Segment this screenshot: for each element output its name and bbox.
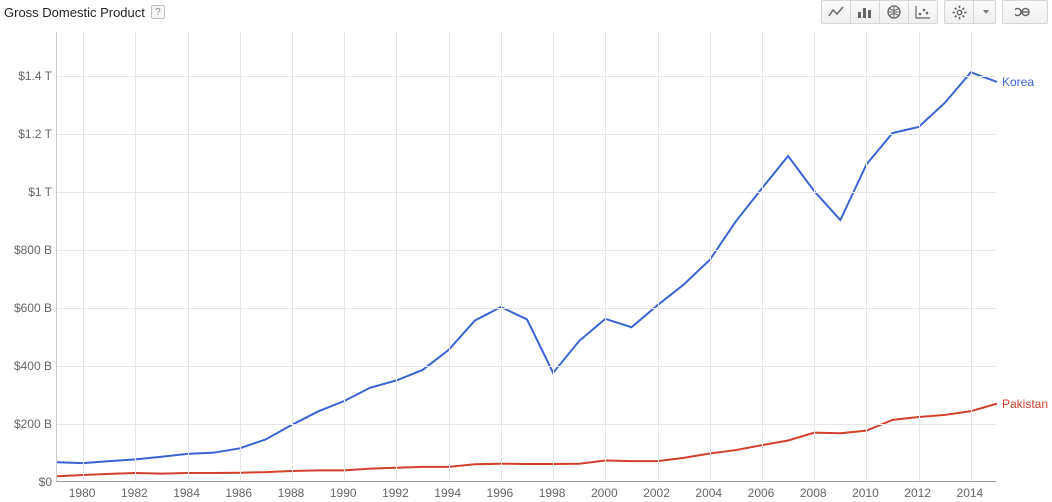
x-axis-label: 2010 [852,486,879,500]
line-chart-button[interactable] [821,0,851,24]
gridline-h [57,308,996,309]
scatter-icon [915,5,931,19]
x-axis-label: 2004 [695,486,722,500]
series-label-pakistan: Pakistan [1002,397,1048,411]
gridline-v [449,32,450,481]
gridline-v [396,32,397,481]
gridline-v [553,32,554,481]
gridline-v [83,32,84,481]
chevron-down-icon [983,10,989,14]
y-axis-label: $0 [2,475,52,489]
link-icon [1015,7,1035,17]
x-axis-label: 1996 [487,486,514,500]
y-axis-label: $200 B [2,417,52,431]
gridline-v [188,32,189,481]
globe-icon [886,4,902,20]
x-axis-label: 1980 [69,486,96,500]
settings-dropdown-button[interactable] [973,0,996,24]
gridline-v [135,32,136,481]
link-button[interactable] [1002,0,1048,24]
x-axis-label: 1986 [225,486,252,500]
gridline-v [762,32,763,481]
header: Gross Domestic Product ? [0,0,1052,24]
y-axis-label: $1.2 T [2,127,52,141]
series-lines [57,32,997,482]
page-title: Gross Domestic Product [4,5,145,20]
x-axis-label: 2008 [800,486,827,500]
x-axis-label: 2000 [591,486,618,500]
gridline-h [57,192,996,193]
gridline-v [866,32,867,481]
x-axis-label: 1992 [382,486,409,500]
series-korea [57,72,997,463]
y-axis-label: $1.4 T [2,69,52,83]
bar-chart-button[interactable] [850,0,880,24]
gridline-v [344,32,345,481]
x-axis-label: 1982 [121,486,148,500]
toolbar [821,0,1048,24]
y-axis-label: $600 B [2,301,52,315]
settings-group [944,0,996,24]
x-axis-label: 1994 [434,486,461,500]
gridline-h [57,424,996,425]
series-label-korea: Korea [1002,75,1034,89]
gridline-v [658,32,659,481]
help-icon[interactable]: ? [151,5,165,19]
bar-chart-icon [857,6,873,18]
gridline-v [292,32,293,481]
x-axis-label: 2006 [748,486,775,500]
x-axis-label: 1984 [173,486,200,500]
app-root: Gross Domestic Product ? [0,0,1052,502]
gridline-v [605,32,606,481]
gridline-v [814,32,815,481]
gridline-h [57,76,996,77]
map-button[interactable] [879,0,909,24]
x-axis-label: 1988 [278,486,305,500]
gridline-v [710,32,711,481]
plot [56,32,996,482]
series-pakistan [57,404,997,477]
gridline-v [501,32,502,481]
gear-icon [952,5,967,20]
gridline-v [919,32,920,481]
gridline-h [57,134,996,135]
y-axis-label: $1 T [2,185,52,199]
settings-button[interactable] [944,0,974,24]
x-axis-label: 2014 [957,486,984,500]
x-axis-label: 1998 [539,486,566,500]
gridline-v [971,32,972,481]
x-axis-label: 2002 [643,486,670,500]
scatter-button[interactable] [908,0,938,24]
line-chart-icon [828,6,844,18]
x-axis-label: 1990 [330,486,357,500]
y-axis-label: $800 B [2,243,52,257]
x-axis-label: 2012 [904,486,931,500]
chart-area: $0 $200 B $400 B $600 B $800 B $1 T $1.2 T $1.4… [0,24,1052,502]
gridline-h [57,250,996,251]
chart-type-group [821,0,938,24]
y-axis-label: $400 B [2,359,52,373]
gridline-h [57,366,996,367]
title-area: Gross Domestic Product ? [4,5,165,20]
gridline-v [240,32,241,481]
